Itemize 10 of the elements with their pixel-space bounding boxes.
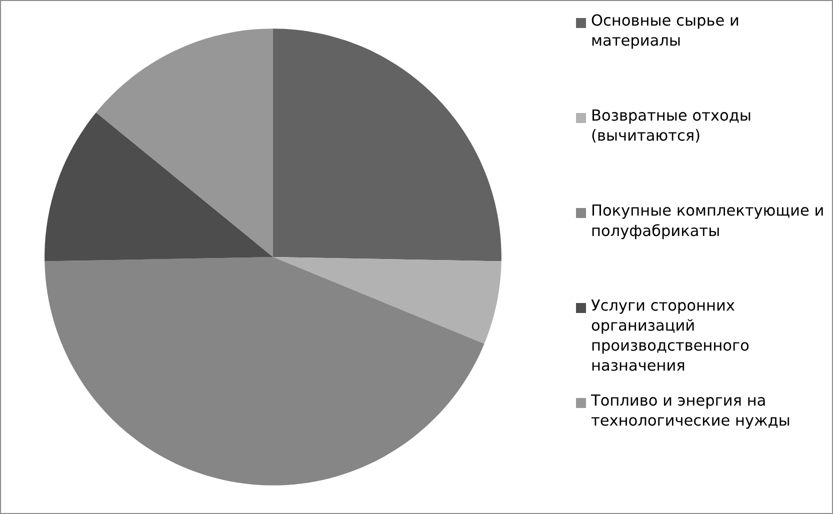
pie-slice xyxy=(273,257,502,344)
pie-slice xyxy=(44,112,273,262)
pie-slice xyxy=(96,28,273,257)
pie-slice xyxy=(273,28,502,262)
legend-label: Возвратные отходы (вычитаются) xyxy=(592,109,750,143)
legend-label: Услуги сторонних организаций производственного назначения xyxy=(591,299,749,371)
legend-label: Покупные комплектующие и полуфабрикаты xyxy=(592,204,823,240)
legend-label: Основные сырье и материалы xyxy=(592,14,738,49)
legend-label: Топливо и энергия на технологические нужды xyxy=(590,394,790,429)
pie-slice xyxy=(44,257,484,486)
